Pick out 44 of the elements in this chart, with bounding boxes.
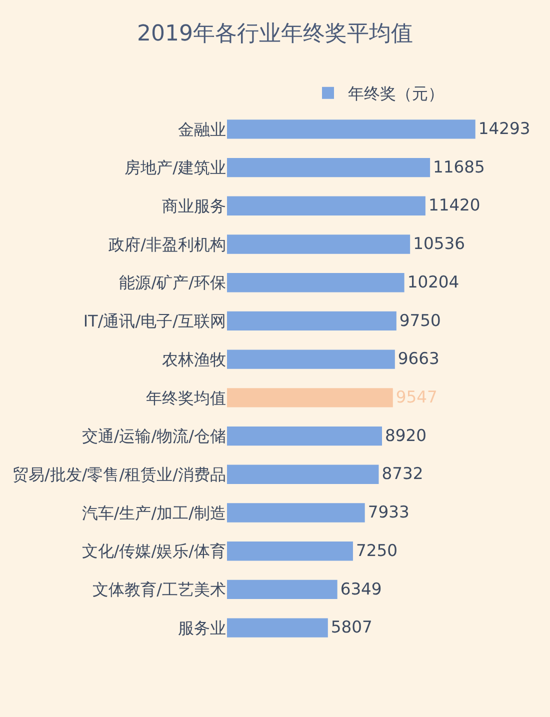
y-tick-label: 年终奖均值: [146, 388, 226, 408]
y-tick-label: 农林渔牧: [162, 350, 226, 369]
data-label: 9547: [396, 387, 438, 406]
bar: [227, 158, 430, 178]
data-label: 8732: [382, 464, 424, 484]
y-tick-label: 交通/运输/物流/仓储: [82, 426, 226, 446]
y-tick-label: 商业服务: [162, 196, 226, 216]
y-tick-label: IT/通讯/电子/互联网: [83, 312, 226, 331]
data-label: 8920: [385, 426, 426, 445]
data-label: 9663: [398, 349, 440, 368]
bar: [227, 350, 395, 369]
bar: [227, 426, 382, 446]
y-tick-label: 金融业: [178, 120, 226, 139]
data-label: 14293: [478, 118, 530, 138]
bar: [227, 542, 353, 561]
data-label: 10204: [407, 272, 460, 292]
data-label: 5807: [330, 618, 372, 637]
data-label: 9750: [399, 310, 441, 330]
bar: [227, 273, 404, 292]
chart-title: 2019年各行业年终奖平均值: [137, 21, 413, 46]
bar: [227, 120, 476, 139]
y-tick-label: 能源/矿产/环保: [119, 273, 226, 292]
data-label: 7250: [356, 540, 398, 560]
legend-label: 年终奖（元）: [348, 84, 444, 104]
bar: [227, 234, 410, 254]
y-tick-label: 文化/传媒/娱乐/体育: [82, 542, 226, 561]
data-label: 10536: [413, 234, 465, 254]
data-label: 7933: [368, 502, 410, 522]
y-tick-label: 贸易/批发/零售/租赁业/消费品: [12, 464, 226, 484]
y-tick-label: 政府/非盈利机构: [108, 234, 226, 254]
bar: [227, 464, 379, 484]
bar: [227, 311, 396, 331]
bar: [227, 503, 365, 522]
bar: [227, 580, 338, 600]
data-label: 11420: [428, 196, 480, 215]
bar: [227, 618, 328, 638]
bar: [227, 196, 426, 216]
y-tick-label: 房地产/建筑业: [124, 158, 226, 178]
data-label: 6349: [340, 579, 382, 598]
y-tick-label: 服务业: [178, 618, 226, 638]
data-label: 11685: [433, 157, 485, 176]
y-tick-label: 文体教育/工艺美术: [92, 580, 226, 600]
y-tick-label: 汽车/生产/加工/制造: [82, 503, 226, 522]
bar: [227, 388, 393, 408]
